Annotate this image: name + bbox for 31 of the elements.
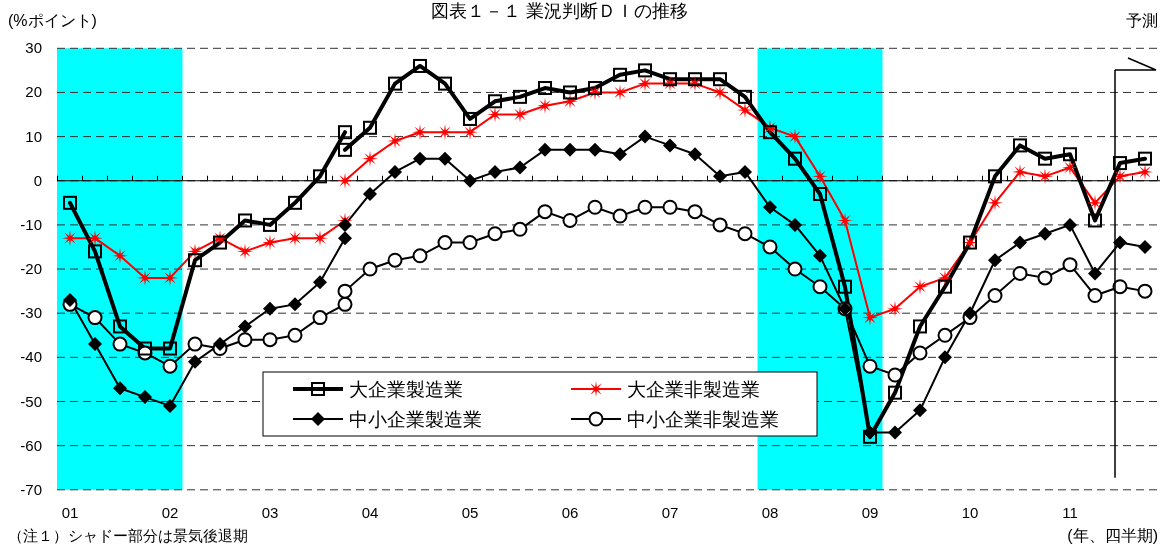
- y-tick-label: -30: [20, 304, 42, 322]
- y-tick-label: -50: [20, 392, 42, 410]
- y-tick-label: -10: [20, 215, 42, 233]
- chart-title: 図表１－１ 業況判断ＤＩの推移: [431, 1, 689, 21]
- y-tick-label: 20: [25, 83, 42, 101]
- legend-label: 中小企業非製造業: [627, 409, 779, 430]
- ref-line-label: 予測: [1126, 12, 1158, 29]
- x-tick-label: 09: [861, 503, 879, 521]
- y-tick-label: 30: [25, 39, 42, 57]
- legend-label: 大企業製造業: [349, 379, 463, 400]
- y-axis-title: (%ポイント): [8, 12, 97, 29]
- y-tick-label: -60: [20, 436, 42, 454]
- legend-label: 中小企業製造業: [349, 409, 482, 430]
- legend-label: 大企業非製造業: [627, 379, 760, 400]
- x-tick-label: 03: [261, 503, 279, 521]
- y-tick-label: -20: [20, 260, 42, 278]
- y-tick-label: 10: [25, 127, 42, 145]
- text: （注１）シャドー部分は景気後退期: [8, 527, 248, 544]
- x-axis-title: (年、四半期): [1067, 527, 1158, 544]
- x-tick-label: 07: [661, 503, 679, 521]
- x-tick-label: 05: [461, 503, 479, 521]
- y-tick-label: -70: [20, 480, 42, 498]
- x-tick-label: 02: [161, 503, 179, 521]
- x-tick-label: 01: [61, 503, 79, 521]
- x-tick-label: 06: [561, 503, 579, 521]
- x-tick-label: 08: [761, 503, 779, 521]
- x-tick-label: 04: [361, 503, 379, 521]
- x-tick-label: 11: [1062, 503, 1078, 521]
- x-tick-label: 10: [961, 503, 979, 521]
- y-tick-label: -40: [20, 348, 42, 366]
- y-tick-label: 0: [33, 171, 42, 189]
